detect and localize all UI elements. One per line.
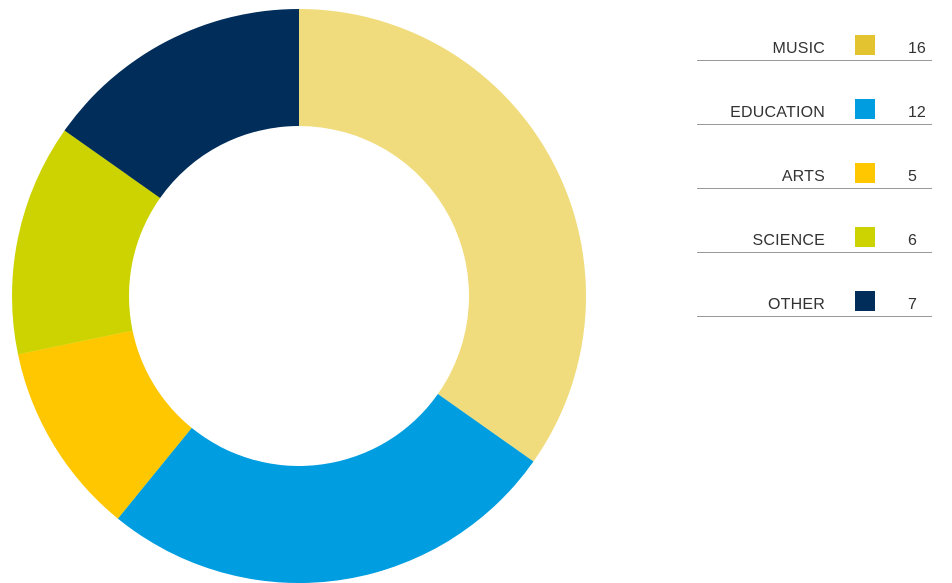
- legend-divider: [697, 60, 932, 61]
- legend-divider: [697, 124, 932, 125]
- legend-value: 16: [908, 40, 926, 58]
- legend-divider: [697, 252, 932, 253]
- legend-swatch: [855, 163, 875, 183]
- legend-label: ARTS: [782, 168, 825, 186]
- legend-swatch: [855, 35, 875, 55]
- legend-value: 7: [908, 296, 917, 314]
- legend-item-science: SCIENCE 6: [697, 212, 932, 276]
- legend-divider: [697, 188, 932, 189]
- legend-label: EDUCATION: [730, 104, 825, 122]
- legend-item-other: OTHER 7: [697, 276, 932, 340]
- legend-swatch: [855, 227, 875, 247]
- donut-chart: [0, 0, 600, 583]
- donut-slice-music: [299, 9, 586, 462]
- legend-label: MUSIC: [772, 40, 825, 58]
- legend-value: 12: [908, 104, 926, 122]
- legend-item-education: EDUCATION 12: [697, 84, 932, 148]
- legend-value: 5: [908, 168, 917, 186]
- legend-item-arts: ARTS 5: [697, 148, 932, 212]
- legend-item-music: MUSIC 16: [697, 20, 932, 84]
- legend-swatch: [855, 99, 875, 119]
- legend-divider: [697, 316, 932, 317]
- legend-label: OTHER: [768, 296, 825, 314]
- legend-value: 6: [908, 232, 917, 250]
- legend-label: SCIENCE: [752, 232, 825, 250]
- chart-legend: MUSIC 16 EDUCATION 12 ARTS 5 SCIENCE 6 O…: [697, 20, 932, 340]
- legend-swatch: [855, 291, 875, 311]
